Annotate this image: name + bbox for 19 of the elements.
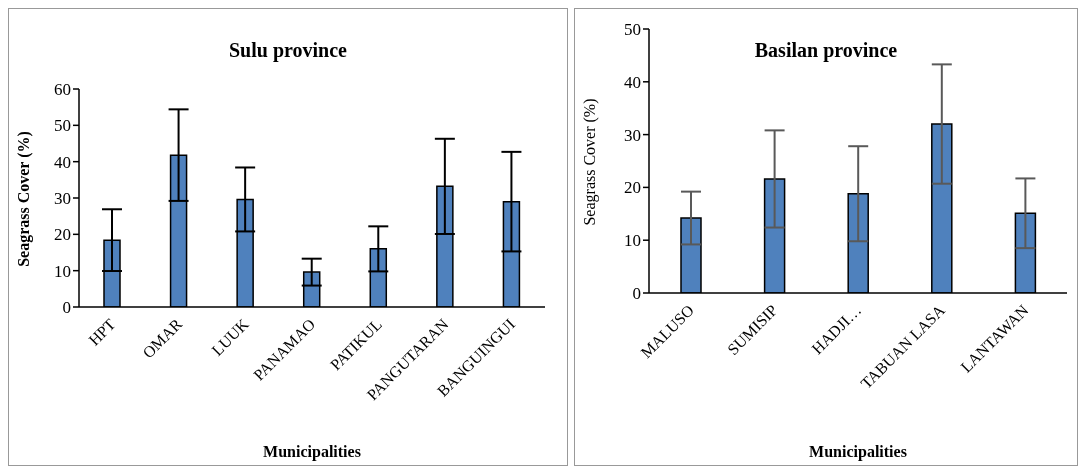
y-tick-label: 30 <box>624 125 641 145</box>
text: Basilan province <box>753 39 899 62</box>
y-tick-label: 40 <box>624 72 641 92</box>
y-axis-title: Seagrass Cover (%) <box>15 131 33 267</box>
x-axis-title: Municipalities <box>808 443 908 461</box>
y-tick-label: 50 <box>54 116 71 136</box>
x-axis-title: Municipalities <box>262 443 362 461</box>
y-tick-label: 50 <box>624 20 641 40</box>
y-tick-label: 20 <box>624 178 641 198</box>
y-tick-label: 0 <box>62 298 71 318</box>
y-tick-label: 20 <box>54 225 71 245</box>
chart-title: Sulu province <box>228 39 348 62</box>
y-tick-label: 10 <box>624 231 641 251</box>
y-tick-label: 60 <box>54 80 71 100</box>
y-tick-label: 30 <box>54 189 71 209</box>
y-tick-label: 40 <box>54 152 71 172</box>
y-axis-title: Seagrass Cover (%) <box>581 98 600 226</box>
y-tick-label: 0 <box>632 284 641 304</box>
y-tick-label: 10 <box>54 261 71 281</box>
